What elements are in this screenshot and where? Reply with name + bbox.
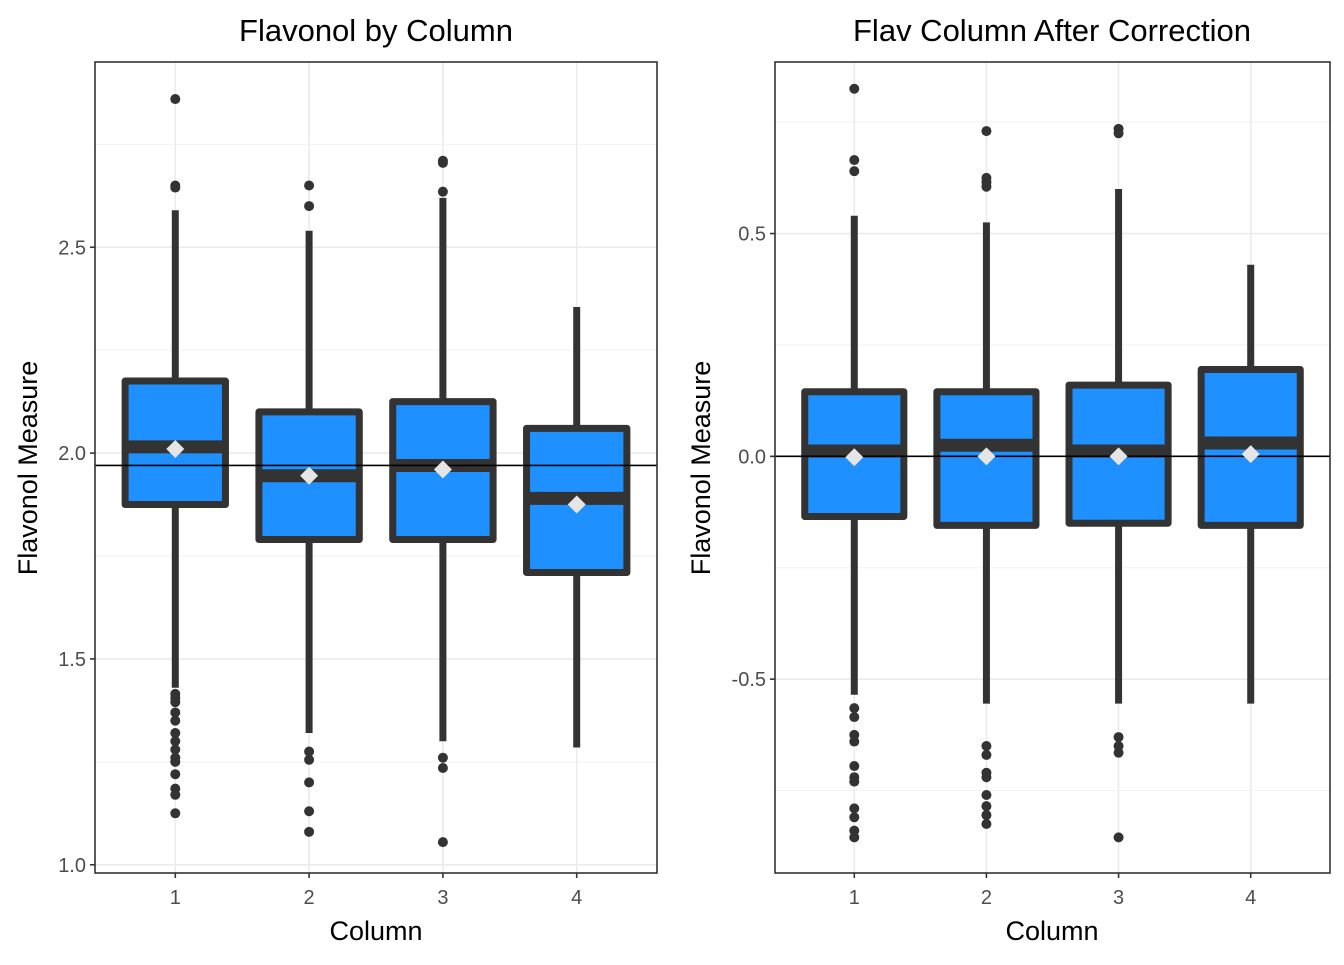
left-outlier-point: [437, 157, 448, 168]
right-outlier-point: [849, 83, 860, 94]
left-outlier-point: [170, 707, 181, 718]
left-outlier-point: [304, 754, 315, 765]
left-x-tick-label: 3: [437, 887, 448, 909]
right-x-tick-label: 1: [849, 887, 860, 909]
left-outlier-point: [170, 769, 181, 780]
right-chart-title: Flav Column After Correction: [853, 13, 1251, 48]
right-x-tick-label: 3: [1113, 887, 1124, 909]
left-y-tick-label: 1.0: [58, 855, 86, 877]
right-outlier-point: [849, 761, 860, 772]
left-y-tick-label: 2.0: [58, 443, 86, 465]
left-outlier-point: [170, 808, 181, 819]
left-outlier-point: [170, 756, 181, 767]
right-y-tick-label: 0.0: [738, 446, 766, 468]
left-outlier-point: [170, 697, 181, 708]
left-outlier-point: [170, 94, 181, 105]
left-outlier-point: [437, 752, 448, 763]
left-x-axis-label: Column: [329, 916, 422, 946]
left-outlier-point: [304, 201, 315, 212]
right-outlier-point: [849, 736, 860, 747]
left-mean-marker: [166, 439, 185, 458]
right-mean-marker: [977, 447, 996, 466]
right-outlier-point: [981, 181, 992, 192]
left-x-tick-label: 2: [304, 887, 315, 909]
right-plot-area: -0.5 0.0 0.5 1 2 3 4: [732, 61, 1331, 909]
left-outlier-point: [304, 777, 315, 788]
right-outlier-point: [981, 790, 992, 801]
left-outlier-point: [437, 837, 448, 848]
right-outlier-point: [1113, 832, 1124, 843]
right-y-tick-label: 0.5: [738, 224, 766, 246]
left-outlier-point: [304, 180, 315, 191]
left-plot-area: 1.0 1.5 2.0 2.5 1 2 3 4: [58, 61, 658, 909]
left-outlier-point: [170, 736, 181, 747]
left-outlier-point: [170, 182, 181, 193]
right-mean-marker: [845, 448, 864, 467]
left-outlier-point: [304, 746, 315, 757]
right-outlier-point: [849, 812, 860, 823]
left-y-tick-label: 1.5: [58, 649, 86, 671]
right-outlier-point: [1113, 732, 1124, 743]
right-outlier-point: [849, 166, 860, 177]
left-panel-border: [94, 61, 658, 874]
left-mean-marker: [433, 460, 452, 479]
left-mean-marker: [300, 466, 319, 485]
left-outlier-point: [437, 186, 448, 197]
left-outlier-point: [170, 728, 181, 739]
right-outlier-point: [981, 810, 992, 821]
right-mean-marker: [1109, 447, 1128, 466]
left-outlier-point: [304, 806, 315, 817]
right-outlier-point: [849, 712, 860, 723]
left-outlier-point: [170, 744, 181, 755]
right-mean-marker: [1241, 445, 1260, 464]
right-outlier-point: [981, 741, 992, 752]
right-outlier-point: [849, 803, 860, 814]
left-outlier-point: [170, 715, 181, 726]
left-outlier-point: [304, 826, 315, 837]
right-outlier-point: [981, 772, 992, 783]
right-panel: Flav Column After Correction Column Flav…: [686, 13, 1331, 946]
left-y-tick-label: 2.5: [58, 237, 86, 259]
right-y-tick-label: -0.5: [732, 669, 766, 691]
left-outlier-point: [437, 763, 448, 774]
right-outlier-point: [1113, 128, 1124, 139]
left-chart-title: Flavonol by Column: [239, 13, 513, 48]
right-outlier-point: [849, 155, 860, 166]
right-outlier-point: [849, 832, 860, 843]
right-outlier-point: [849, 776, 860, 787]
right-outlier-point: [981, 801, 992, 812]
right-outlier-point: [849, 703, 860, 714]
right-outlier-point: [981, 818, 992, 829]
right-x-axis-label: Column: [1005, 916, 1098, 946]
right-x-tick-label: 2: [981, 887, 992, 909]
right-y-axis-label: Flavonol Measure: [686, 361, 716, 576]
right-outlier-point: [981, 126, 992, 137]
left-x-tick-label: 1: [170, 887, 181, 909]
left-x-tick-label: 4: [571, 887, 582, 909]
right-outlier-point: [981, 749, 992, 760]
right-panel-border: [774, 61, 1331, 874]
left-mean-marker: [567, 495, 586, 514]
left-panel: Flavonol by Column Column Flavonol Measu…: [13, 13, 658, 946]
left-y-axis-label: Flavonol Measure: [13, 361, 43, 576]
left-outlier-point: [170, 789, 181, 800]
right-outlier-point: [1113, 747, 1124, 758]
right-x-tick-label: 4: [1245, 887, 1256, 909]
